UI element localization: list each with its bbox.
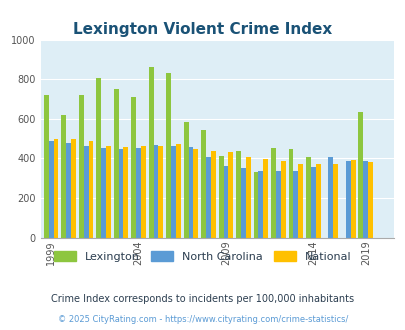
- Bar: [263, 159, 268, 238]
- Bar: [210, 151, 215, 238]
- Bar: [166, 73, 171, 238]
- Bar: [288, 149, 293, 238]
- Bar: [148, 67, 153, 238]
- Bar: [88, 141, 93, 238]
- Bar: [200, 130, 205, 238]
- Bar: [315, 164, 320, 238]
- Bar: [350, 160, 355, 238]
- Bar: [253, 172, 258, 238]
- Bar: [71, 139, 76, 238]
- Bar: [106, 146, 111, 238]
- Bar: [193, 149, 198, 238]
- Bar: [53, 139, 58, 238]
- Bar: [205, 157, 210, 238]
- Bar: [305, 157, 310, 238]
- Bar: [367, 162, 372, 238]
- Bar: [236, 151, 241, 238]
- Text: Crime Index corresponds to incidents per 100,000 inhabitants: Crime Index corresponds to incidents per…: [51, 294, 354, 304]
- Bar: [345, 161, 350, 238]
- Bar: [245, 157, 250, 238]
- Bar: [358, 112, 362, 238]
- Text: Lexington Violent Crime Index: Lexington Violent Crime Index: [73, 22, 332, 37]
- Bar: [61, 115, 66, 238]
- Bar: [175, 144, 180, 238]
- Bar: [183, 122, 188, 238]
- Bar: [118, 148, 123, 238]
- Bar: [96, 78, 101, 238]
- Bar: [171, 146, 175, 238]
- Bar: [44, 95, 49, 238]
- Bar: [362, 161, 367, 238]
- Bar: [79, 95, 83, 238]
- Bar: [223, 166, 228, 238]
- Bar: [328, 157, 333, 238]
- Bar: [101, 148, 106, 238]
- Bar: [218, 156, 223, 238]
- Bar: [280, 161, 285, 238]
- Bar: [131, 97, 136, 238]
- Bar: [66, 143, 71, 238]
- Bar: [298, 164, 303, 238]
- Bar: [271, 148, 275, 238]
- Bar: [188, 147, 193, 238]
- Bar: [113, 89, 118, 238]
- Bar: [153, 145, 158, 238]
- Bar: [333, 164, 337, 238]
- Bar: [228, 152, 233, 238]
- Bar: [275, 171, 280, 238]
- Bar: [83, 146, 88, 238]
- Bar: [158, 146, 163, 238]
- Bar: [258, 171, 263, 238]
- Bar: [310, 167, 315, 238]
- Bar: [141, 146, 145, 238]
- Bar: [49, 141, 53, 238]
- Bar: [136, 148, 141, 238]
- Bar: [241, 168, 245, 238]
- Legend: Lexington, North Carolina, National: Lexington, North Carolina, National: [49, 247, 356, 267]
- Text: © 2025 CityRating.com - https://www.cityrating.com/crime-statistics/: © 2025 CityRating.com - https://www.city…: [58, 315, 347, 324]
- Bar: [293, 171, 298, 238]
- Bar: [123, 147, 128, 238]
